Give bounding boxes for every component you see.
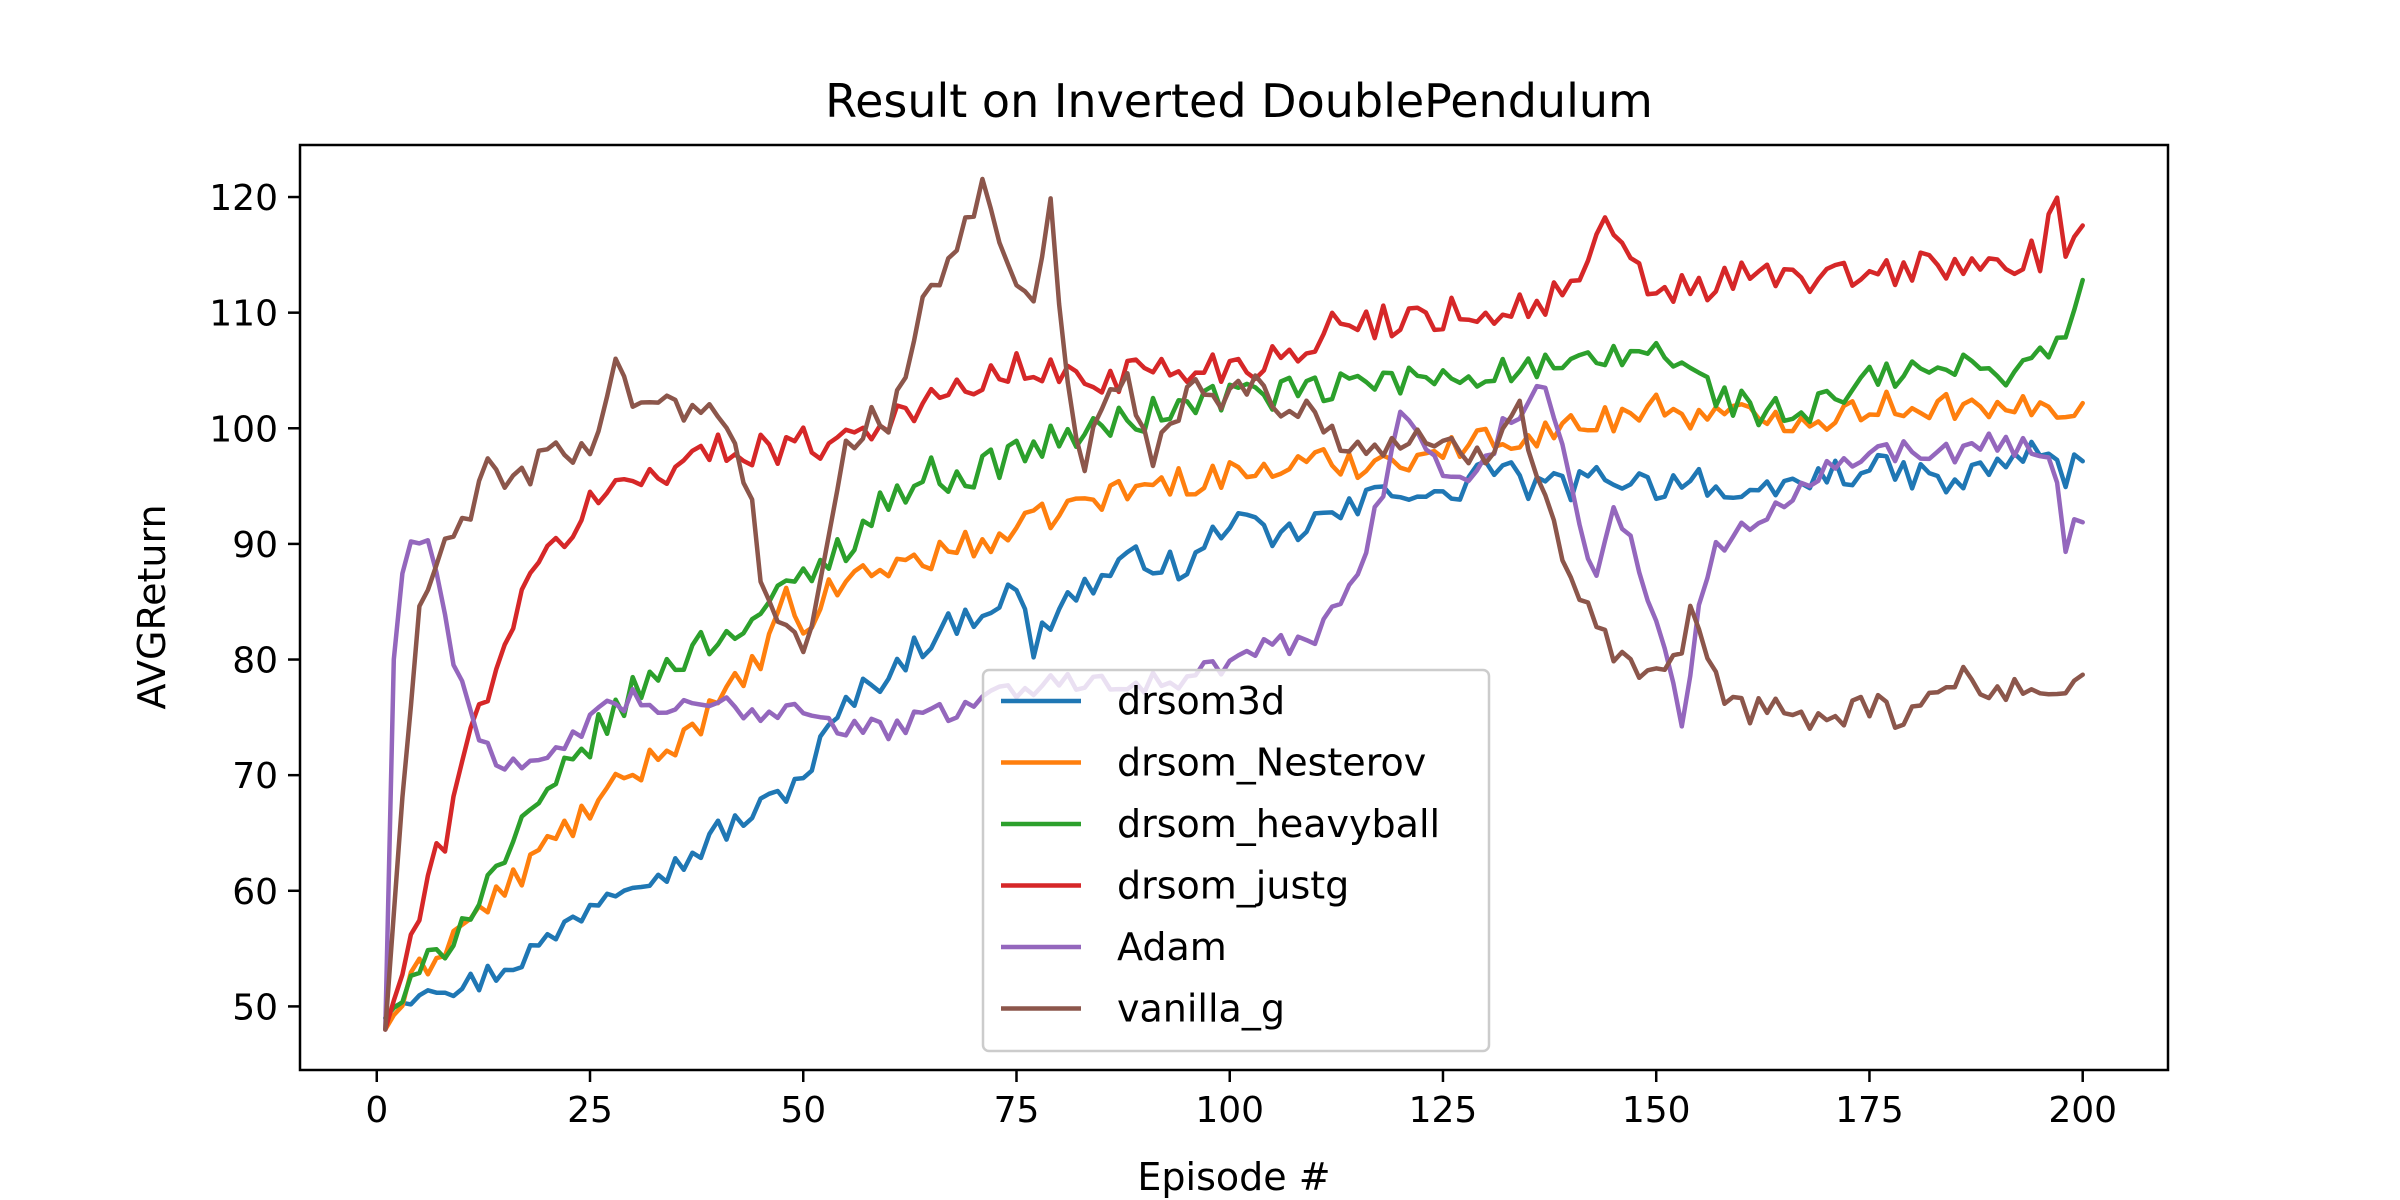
y-tick-label: 100 bbox=[209, 409, 278, 450]
x-tick-label: 100 bbox=[1195, 1090, 1264, 1131]
y-tick-label: 80 bbox=[232, 641, 278, 682]
y-axis-label: AVGReturn bbox=[130, 504, 174, 709]
plot-area-frame bbox=[298, 143, 2170, 1072]
x-tick-label: 50 bbox=[780, 1090, 826, 1131]
series-line-drsom-nesterov bbox=[383, 389, 2085, 1032]
legend-label: drsom_Nesterov bbox=[1117, 741, 1426, 785]
chart-title: Result on Inverted DoublePendulum bbox=[825, 74, 1653, 128]
y-tick-label: 50 bbox=[232, 987, 278, 1028]
legend-label: drsom_justg bbox=[1117, 864, 1349, 908]
legend-label: drsom3d bbox=[1117, 679, 1285, 723]
x-tick-label: 175 bbox=[1835, 1090, 1904, 1131]
legend-label: drsom_heavyball bbox=[1117, 802, 1440, 846]
y-axis-ticks: 50 60 70 80 90 100 110 120 bbox=[209, 178, 300, 1028]
y-tick-label: 60 bbox=[232, 872, 278, 913]
y-tick-label: 120 bbox=[209, 178, 278, 219]
x-tick-label: 25 bbox=[567, 1090, 613, 1131]
y-tick-label: 110 bbox=[209, 294, 278, 335]
x-tick-label: 200 bbox=[2048, 1090, 2117, 1131]
y-tick-label: 90 bbox=[232, 525, 278, 566]
x-axis-label: Episode # bbox=[1137, 1155, 1330, 1199]
series-line-vanilla-g bbox=[383, 176, 2085, 1032]
legend-label: vanilla_g bbox=[1117, 987, 1285, 1031]
series-line-drsom-justg bbox=[383, 195, 2085, 1032]
plot-lines bbox=[383, 176, 2085, 1032]
x-axis-ticks: 0 25 50 75 100 125 150 175 200 bbox=[365, 1070, 2117, 1131]
legend-box bbox=[981, 668, 1491, 1053]
y-tick-label: 70 bbox=[232, 756, 278, 797]
x-tick-label: 75 bbox=[994, 1090, 1040, 1131]
x-tick-label: 125 bbox=[1409, 1090, 1478, 1131]
x-tick-label: 0 bbox=[365, 1090, 388, 1131]
legend-label: Adam bbox=[1117, 925, 1227, 969]
x-tick-label: 150 bbox=[1622, 1090, 1691, 1131]
series-line-adam bbox=[383, 383, 2085, 1032]
legend: drsom3d drsom_Nesterov drsom_heavyballdrso… bbox=[981, 668, 1491, 1053]
